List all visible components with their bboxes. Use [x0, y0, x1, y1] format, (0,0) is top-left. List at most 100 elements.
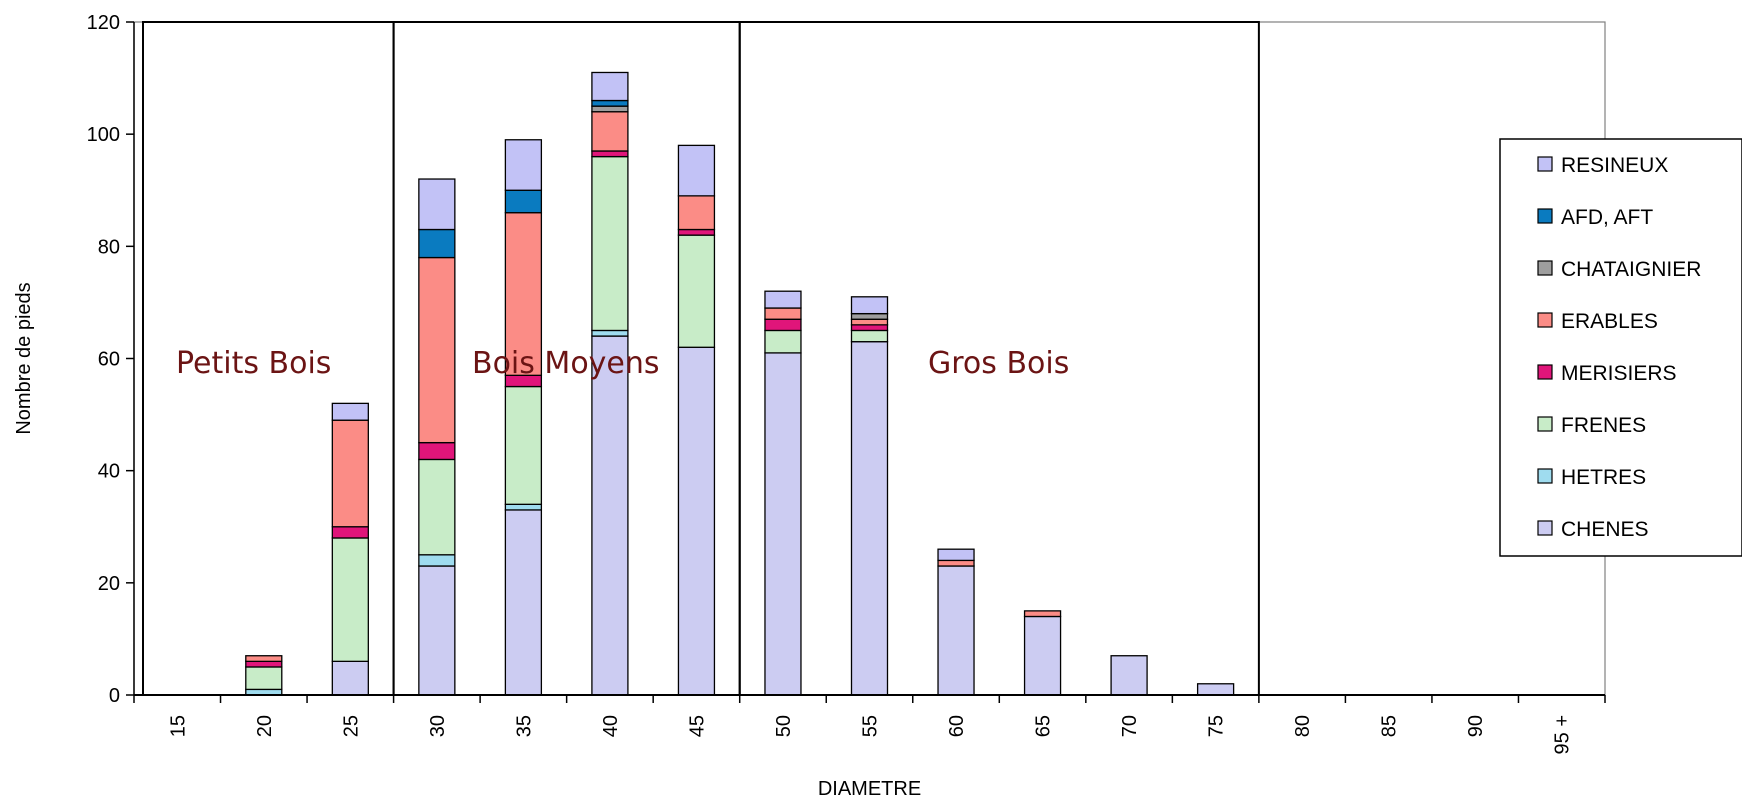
- bar-segment-frenes-40: [591, 155, 629, 332]
- bar-segment-chenes-30: [418, 565, 456, 696]
- bar-segment-afd-aft-35: [504, 189, 543, 214]
- y-tick-label: 0: [109, 685, 120, 707]
- x-tick-label: 55: [860, 715, 882, 737]
- bar-segment-frenes-45: [677, 234, 716, 348]
- x-tick-label: 70: [1119, 715, 1141, 737]
- legend-swatch-merisiers: [1537, 364, 1553, 380]
- legend-label: CHATAIGNIER: [1561, 258, 1701, 281]
- legend-swatch-afd-aft: [1537, 208, 1553, 224]
- legend-label: AFD, AFT: [1561, 206, 1653, 229]
- bar-segment-chenes-50: [764, 352, 802, 696]
- bar-segment-erables-30: [418, 256, 456, 444]
- bar-segment-chenes-75: [1196, 683, 1235, 696]
- bar-segment-merisiers-45: [677, 228, 716, 236]
- bar-segment-erables-65: [1023, 610, 1062, 618]
- zone-label-2: Bois Moyens: [472, 346, 660, 381]
- bar-segment-chenes-60: [937, 565, 975, 696]
- x-tick-label: 35: [513, 715, 535, 737]
- bar-segment-merisiers-40: [591, 150, 629, 158]
- legend-label: RESINEUX: [1561, 154, 1668, 177]
- bar-segment-frenes-25: [331, 537, 369, 663]
- bar-segment-merisiers-20: [245, 660, 283, 668]
- bar-segment-resineux-50: [764, 290, 802, 309]
- x-tick-label: 95 +: [1552, 715, 1574, 754]
- bar-segment-resineux-25: [331, 402, 369, 421]
- bar-segment-chataignier-55: [850, 312, 889, 320]
- bar-segment-erables-50: [764, 307, 802, 320]
- y-tick-label: 20: [98, 573, 120, 595]
- legend-swatch-chataignier: [1537, 260, 1553, 276]
- legend-swatch-frenes: [1537, 416, 1553, 432]
- bar-segment-frenes-20: [245, 666, 283, 691]
- legend: RESINEUX AFD, AFT CHATAIGNIER ERABLES MERISI…: [1499, 138, 1742, 557]
- legend-label: ERABLES: [1561, 310, 1658, 333]
- axes: 0 20 40 60 80 100 120 15 20 25 30 35 40 45 50 55 60 65 70 7…: [87, 12, 1606, 754]
- x-tick-label: 90: [1465, 715, 1487, 737]
- bar-segment-merisiers-25: [331, 526, 369, 539]
- x-tick-label: 60: [946, 715, 968, 737]
- bar-segment-erables-45: [677, 195, 716, 231]
- y-axis-title: Nombre de pieds: [13, 282, 35, 434]
- x-tick-label: 15: [167, 715, 189, 737]
- bar-segment-chenes-65: [1023, 615, 1062, 696]
- bar-segment-chenes-55: [850, 341, 889, 696]
- y-tick-label: 100: [87, 124, 120, 146]
- zone-label-3: Gros Bois: [928, 346, 1069, 381]
- bar-segment-erables-60: [937, 559, 975, 567]
- x-tick-label: 65: [1033, 715, 1055, 737]
- x-tick-label: 40: [600, 715, 622, 737]
- legend-label: HETRES: [1561, 466, 1646, 489]
- bar-segment-erables-40: [591, 111, 629, 152]
- bar-segment-resineux-35: [504, 139, 543, 191]
- x-tick-label: 30: [427, 715, 449, 737]
- legend-label: FRENES: [1561, 414, 1646, 437]
- bar-segment-resineux-30: [418, 178, 456, 231]
- y-tick-label: 120: [87, 12, 120, 34]
- bar-segment-frenes-35: [504, 385, 543, 505]
- bar-segment-chenes-45: [677, 346, 716, 696]
- bar-segment-chenes-70: [1110, 655, 1148, 696]
- bar-segment-hetres-30: [418, 554, 456, 567]
- legend-swatch-hetres: [1537, 468, 1553, 484]
- x-tick-label: 45: [686, 715, 708, 737]
- bar-segment-resineux-55: [850, 296, 889, 315]
- legend-label: CHENES: [1561, 518, 1649, 541]
- legend-label: MERISIERS: [1561, 362, 1677, 385]
- y-tick-label: 80: [98, 236, 120, 258]
- y-tick-label: 60: [98, 349, 120, 371]
- x-tick-label: 80: [1292, 715, 1314, 737]
- bar-segment-resineux-40: [591, 71, 629, 102]
- x-tick-label: 25: [340, 715, 362, 737]
- bar-segment-frenes-30: [418, 458, 456, 556]
- bar-segment-resineux-60: [937, 548, 975, 562]
- legend-swatch-resineux: [1537, 156, 1553, 172]
- legend-swatch-erables: [1537, 312, 1553, 328]
- bar-segment-hetres-40: [591, 329, 629, 337]
- zone-labels: Petits Bois Bois Moyens Gros Bois: [176, 346, 1069, 381]
- bar-segment-erables-55: [850, 318, 889, 326]
- bars: [245, 71, 1235, 696]
- bar-segment-merisiers-30: [418, 441, 456, 461]
- x-tick-label: 75: [1206, 715, 1228, 737]
- bar-segment-merisiers-50: [764, 318, 802, 332]
- legend-swatch-chenes: [1537, 520, 1553, 536]
- bar-segment-chenes-40: [591, 335, 629, 696]
- zone-label-1: Petits Bois: [176, 346, 331, 381]
- bar-segment-chenes-35: [504, 509, 543, 696]
- bar-segment-merisiers-55: [850, 324, 889, 332]
- bar-segment-resineux-45: [677, 144, 716, 197]
- x-tick-label: 20: [254, 715, 276, 737]
- legend-box: [1499, 138, 1742, 557]
- y-tick-label: 40: [98, 461, 120, 483]
- x-tick-label: 85: [1379, 715, 1401, 737]
- bar-segment-afd-aft-40: [591, 99, 629, 107]
- bar-segment-chataignier-40: [591, 105, 629, 113]
- bar-segment-hetres-35: [504, 503, 543, 511]
- x-axis-title: DIAMETRE: [818, 778, 921, 800]
- bar-segment-afd-aft-30: [418, 228, 456, 259]
- bar-segment-frenes-55: [850, 329, 889, 343]
- bar-segment-erables-20: [245, 655, 283, 662]
- bar-segment-chenes-25: [331, 660, 369, 696]
